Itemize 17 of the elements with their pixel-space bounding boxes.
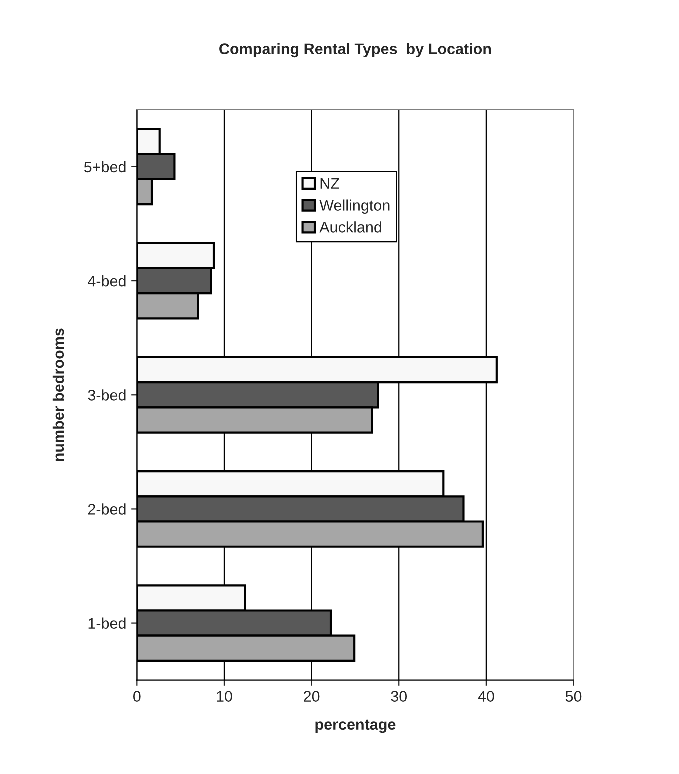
y-axis-title: number bedrooms — [52, 328, 64, 462]
chart-title: Comparing Rental Types by Location — [220, 43, 492, 58]
x-tick-label: 50 — [566, 691, 582, 702]
x-axis-title: percentage — [316, 720, 396, 734]
y-tick-label: 5+bed — [84, 161, 126, 173]
x-tick-label: 0 — [134, 691, 141, 702]
y-tick-label: 2-bed — [88, 504, 126, 515]
x-tick-label: 40 — [478, 691, 494, 702]
y-tick-label: 1-bed — [88, 618, 126, 629]
legend-label: Auckland — [320, 222, 382, 233]
y-tick-label: 4-bed — [88, 276, 126, 287]
x-tick-label: 10 — [217, 691, 232, 702]
y-tick-label: 3-bed — [88, 390, 126, 401]
legend-label: Wellington — [320, 200, 390, 214]
x-tick-label: 30 — [391, 691, 408, 702]
legend-label: NZ — [320, 178, 340, 189]
x-tick-label: 20 — [304, 691, 320, 702]
